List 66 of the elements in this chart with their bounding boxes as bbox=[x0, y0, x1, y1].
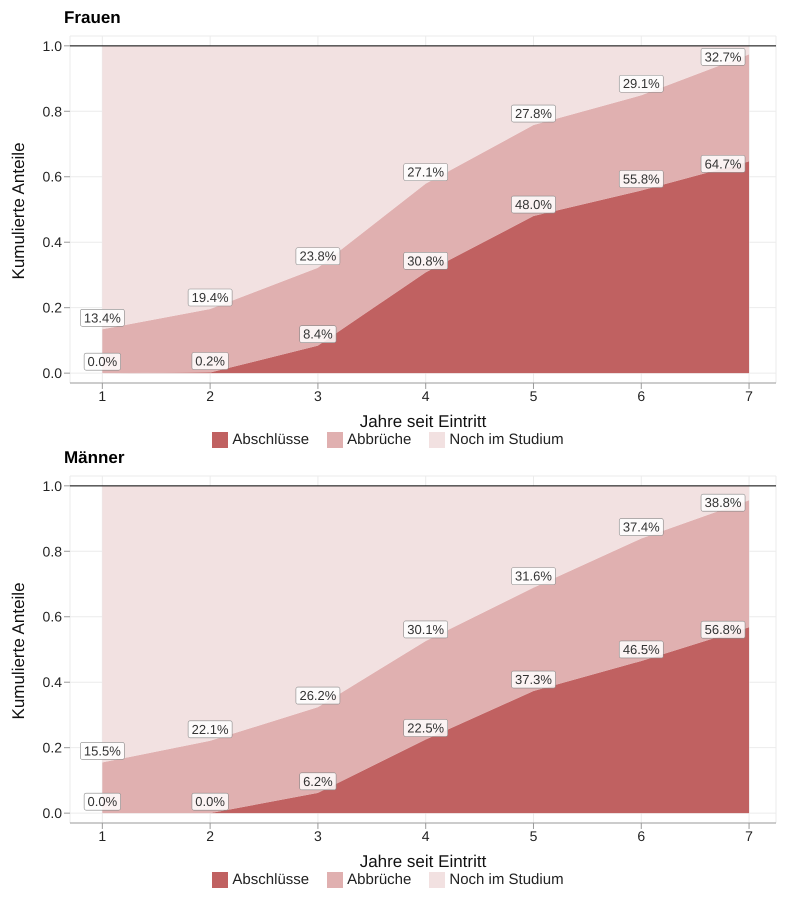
legend-label: Abschlüsse bbox=[232, 430, 310, 448]
y-tick-label: 0.4 bbox=[42, 674, 62, 690]
data-label: 29.1% bbox=[622, 76, 660, 92]
data-label: 27.1% bbox=[407, 164, 445, 180]
data-label: 0.0% bbox=[88, 794, 118, 810]
legend-label: Abbrüche bbox=[347, 430, 412, 448]
y-tick-label: 0.2 bbox=[42, 300, 62, 316]
data-label: 19.4% bbox=[192, 290, 229, 305]
data-label: 22.5% bbox=[407, 720, 445, 736]
x-axis-title: Jahre seit Eintritt bbox=[360, 412, 487, 431]
y-tick-label: 1.0 bbox=[42, 38, 62, 54]
data-label: 13.4% bbox=[84, 310, 122, 326]
y-tick-label: 0.0 bbox=[42, 365, 62, 382]
legend-label: Noch im Studium bbox=[449, 430, 564, 448]
x-tick-label: 6 bbox=[637, 828, 646, 844]
y-tick-label: 0.0 bbox=[42, 805, 62, 822]
y-tick-label: 0.8 bbox=[42, 543, 62, 560]
y-tick-label: 0.8 bbox=[42, 103, 62, 120]
data-label: 6.2% bbox=[303, 774, 334, 789]
data-label: 15.5% bbox=[84, 743, 122, 758]
y-tick-label: 0.2 bbox=[42, 740, 62, 756]
y-tick-label: 0.6 bbox=[42, 168, 62, 185]
x-tick-label: 1 bbox=[98, 828, 106, 844]
data-label: 0.2% bbox=[195, 353, 226, 368]
x-tick-label: 3 bbox=[314, 388, 322, 404]
legend-label: Abschlüsse bbox=[232, 870, 310, 888]
x-tick-label: 7 bbox=[745, 828, 754, 844]
x-tick-label: 4 bbox=[422, 828, 430, 844]
x-tick-label: 2 bbox=[206, 388, 214, 404]
x-tick-label: 3 bbox=[314, 828, 322, 844]
x-tick-label: 7 bbox=[745, 388, 754, 404]
data-label: 55.8% bbox=[622, 172, 660, 186]
x-tick-label: 2 bbox=[206, 828, 214, 844]
data-label: 23.8% bbox=[299, 248, 337, 264]
data-label: 0.0% bbox=[88, 354, 118, 370]
y-axis-title: Kumulierte Anteile bbox=[9, 142, 28, 280]
data-label: 22.1% bbox=[192, 722, 229, 737]
y-tick-label: 1.0 bbox=[42, 478, 62, 494]
data-label: 38.8% bbox=[704, 495, 742, 510]
data-label: 27.8% bbox=[515, 106, 552, 122]
chart-title: Frauen bbox=[63, 8, 122, 29]
data-label: 26.2% bbox=[299, 688, 337, 704]
x-tick-label: 6 bbox=[637, 388, 646, 404]
legend-label: Abbrüche bbox=[347, 870, 412, 888]
data-label: 8.4% bbox=[303, 326, 334, 342]
data-label: 37.4% bbox=[622, 520, 660, 535]
data-label: 46.5% bbox=[622, 642, 660, 657]
x-tick-label: 1 bbox=[98, 388, 106, 404]
data-label: 30.1% bbox=[407, 622, 445, 637]
chart-title: Männer bbox=[63, 448, 126, 469]
y-axis-title: Kumulierte Anteile bbox=[9, 582, 28, 720]
data-label: 31.6% bbox=[515, 568, 552, 584]
legend-label: Noch im Studium bbox=[449, 870, 564, 888]
x-tick-label: 5 bbox=[530, 388, 538, 404]
data-label: 56.8% bbox=[704, 622, 742, 638]
x-tick-label: 5 bbox=[530, 828, 538, 844]
data-label: 64.7% bbox=[704, 156, 742, 172]
data-label: 30.8% bbox=[407, 253, 445, 268]
data-label: 32.7% bbox=[704, 49, 742, 64]
data-label: 48.0% bbox=[515, 197, 552, 212]
data-label: 0.0% bbox=[195, 794, 226, 810]
y-tick-label: 0.4 bbox=[42, 234, 62, 250]
x-axis-title: Jahre seit Eintritt bbox=[360, 852, 487, 871]
data-label: 37.3% bbox=[515, 672, 552, 688]
x-tick-label: 4 bbox=[422, 388, 430, 404]
y-tick-label: 0.6 bbox=[42, 608, 62, 625]
